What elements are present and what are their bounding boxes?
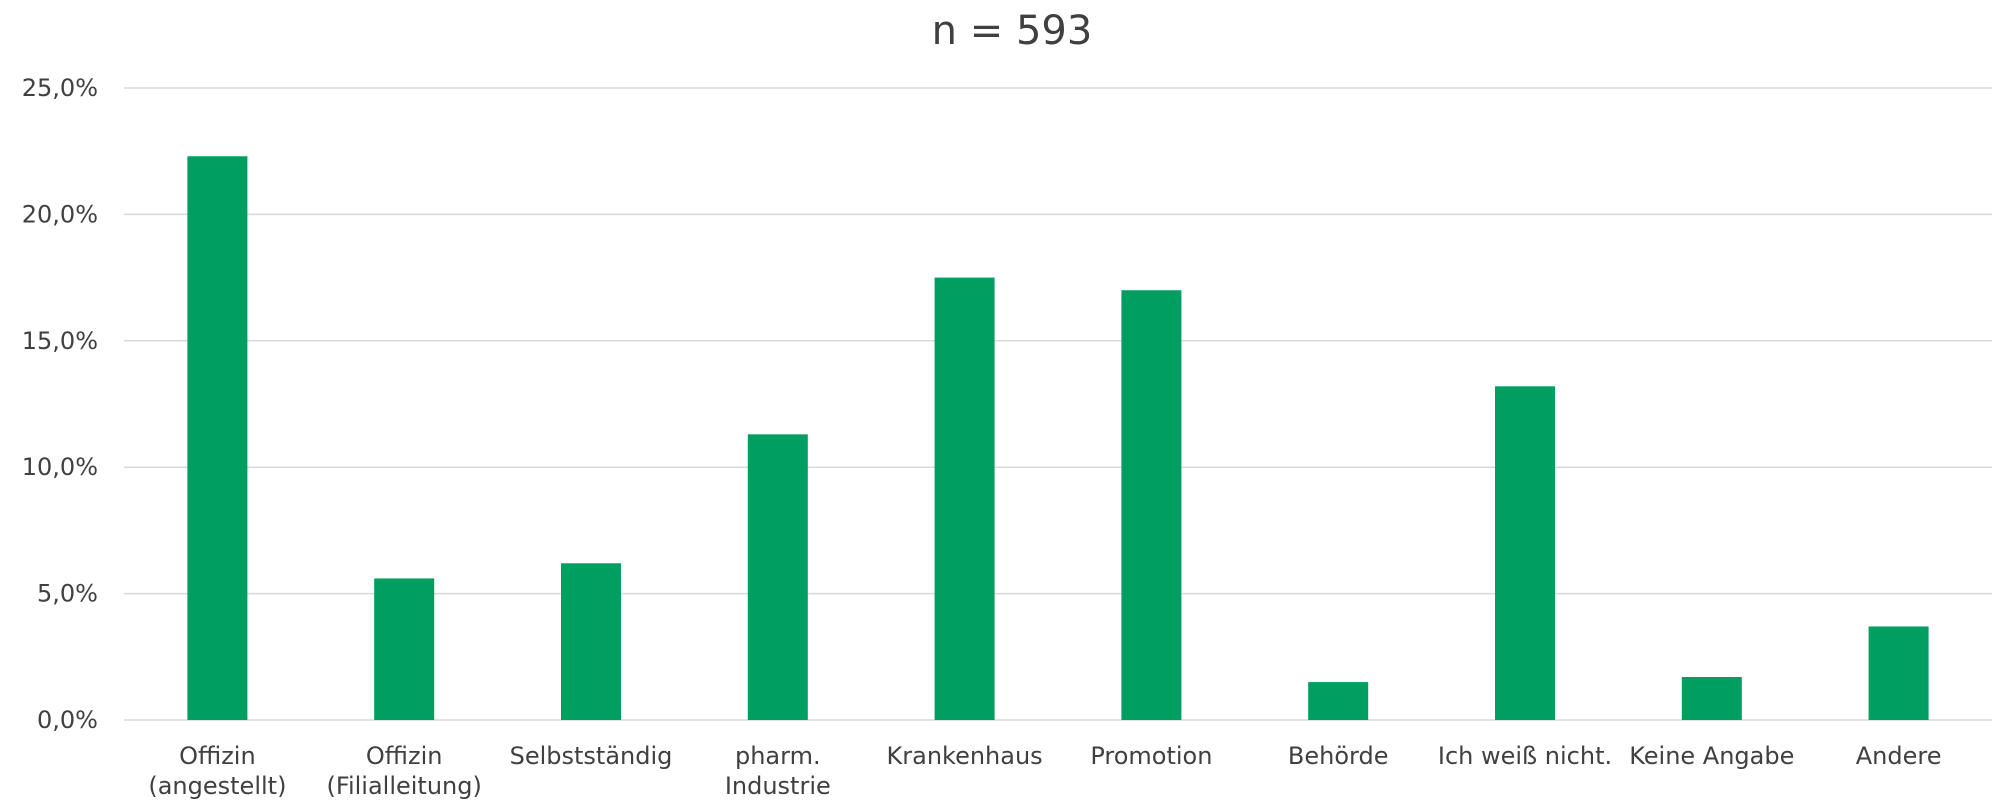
bar: [1868, 626, 1929, 720]
y-tick-label: 10,0%: [22, 453, 98, 481]
y-axis-ticks: 0,0% 5,0% 10,0% 15,0% 20,0% 25,0%: [22, 74, 98, 734]
x-category-label: Offizin (Filialleitung): [327, 742, 482, 800]
bar: [747, 434, 808, 720]
x-category-label: Offizin (angestellt): [148, 742, 286, 800]
bar: [1681, 677, 1742, 720]
y-tick-label: 15,0%: [22, 327, 98, 355]
x-category-label-line: Keine Angabe: [1629, 742, 1794, 770]
x-category-label-line: (Filialleitung): [327, 772, 482, 800]
bar: [1121, 290, 1182, 720]
x-category-label: Behörde: [1288, 742, 1389, 770]
bar: [1308, 682, 1369, 720]
bar: [1495, 386, 1555, 720]
x-category-label-line: Selbstständig: [510, 742, 673, 770]
y-tick-label: 20,0%: [22, 200, 98, 228]
y-tick-label: 5,0%: [37, 580, 98, 608]
x-category-label-line: Industrie: [725, 772, 831, 800]
x-category-label: Andere: [1856, 742, 1942, 770]
x-category-label: Ich weiß nicht.: [1438, 742, 1612, 770]
x-category-label-line: (angestellt): [148, 772, 286, 800]
x-category-label: pharm. Industrie: [725, 742, 831, 800]
bar: [374, 578, 435, 720]
x-category-label: Promotion: [1090, 742, 1212, 770]
bar: [561, 563, 621, 720]
x-category-label-line: Promotion: [1090, 742, 1212, 770]
x-category-label-line: Offizin: [366, 742, 443, 770]
x-category-label-line: Krankenhaus: [887, 742, 1043, 770]
x-category-label-line: Offizin: [179, 742, 256, 770]
x-category-label-line: Behörde: [1288, 742, 1389, 770]
x-category-label: Keine Angabe: [1629, 742, 1794, 770]
x-category-label: Selbstständig: [510, 742, 673, 770]
bars: [187, 156, 1929, 721]
bar: [934, 277, 995, 720]
x-axis-labels: Offizin (angestellt)Offizin (Filialleitung…: [148, 742, 1941, 800]
bar: [187, 156, 248, 721]
x-category-label-line: Andere: [1856, 742, 1942, 770]
y-tick-label: 25,0%: [22, 74, 98, 102]
x-category-label-line: Ich weiß nicht.: [1438, 742, 1612, 770]
chart-title: n = 593: [932, 8, 1093, 54]
x-category-label-line: pharm.: [735, 742, 821, 770]
x-category-label: Krankenhaus: [887, 742, 1043, 770]
y-tick-label: 0,0%: [37, 706, 98, 734]
gridlines: [124, 87, 1992, 721]
